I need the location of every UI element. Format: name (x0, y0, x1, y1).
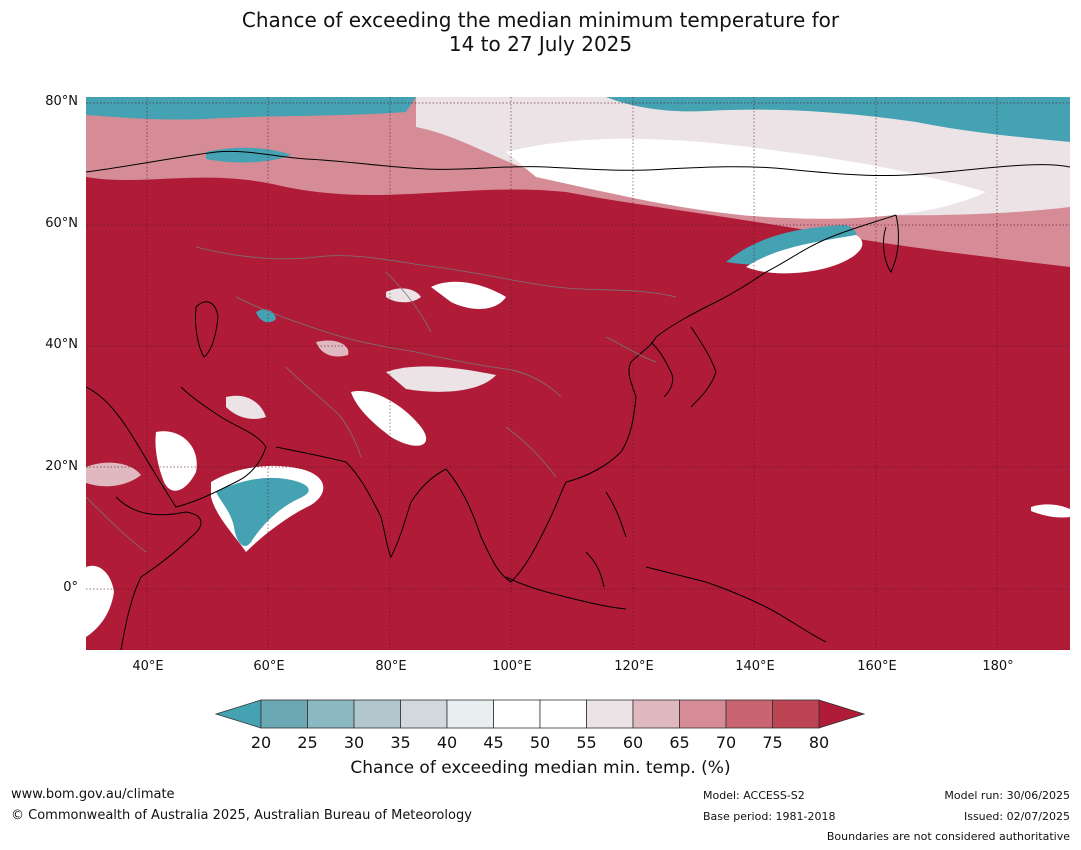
iran-white (226, 395, 266, 419)
colorbar-tick-label: 55 (576, 733, 597, 752)
title-line-1: Chance of exceeding the median minimum t… (241, 8, 840, 32)
lat-label-80n: 80°N (45, 94, 78, 109)
probability-regions (86, 97, 1070, 637)
colorbar-segment (725, 699, 773, 729)
arabia-light (86, 462, 141, 487)
lon-label-100e: 100°E (492, 659, 532, 674)
footer-copyright: © Commonwealth of Australia 2025, Austra… (11, 808, 472, 823)
graticule (86, 97, 1070, 650)
middle-east-white (155, 431, 197, 491)
footer-model: Model: ACCESS-S2 (703, 789, 805, 802)
colorbar-tick-label: 45 (483, 733, 504, 752)
colorbar-segment (539, 699, 587, 729)
lat-label-40n: 40°N (45, 337, 78, 352)
colorbar-extend-high (818, 699, 866, 729)
colorbar-tick-label: 60 (622, 733, 644, 752)
pacific-white (1031, 504, 1070, 518)
colorbar-segment (446, 699, 494, 729)
colorbar-segment (586, 699, 634, 729)
okhotsk-white (746, 235, 863, 274)
footer-disclaimer: Boundaries are not considered authoritat… (826, 830, 1070, 843)
footer-base-period: Base period: 1981-2018 (703, 810, 836, 823)
colorbar (214, 699, 866, 729)
colorbar-tick-label: 80 (808, 733, 830, 752)
footer-url: www.bom.gov.au/climate (11, 787, 175, 802)
footer-issued: Issued: 02/07/2025 (963, 810, 1070, 823)
central-asia-white-2 (386, 288, 421, 303)
tibet-white (351, 391, 427, 446)
colorbar-tick-label: 50 (529, 733, 551, 752)
pamir-light (316, 340, 349, 357)
colorbar-label: Chance of exceeding median min. temp. (%… (350, 758, 731, 778)
colorbar-segment (679, 699, 727, 729)
lon-label-140e: 140°E (735, 659, 775, 674)
lon-label-60e: 60°E (253, 659, 285, 674)
colorbar-segment (493, 699, 541, 729)
siberia-white-area (506, 138, 986, 219)
map-title: Chance of exceeding the median minimum t… (0, 8, 1081, 56)
colorbar-tick-label: 75 (762, 733, 783, 752)
lon-label-120e: 120°E (614, 659, 654, 674)
arabian-sea-cool (216, 477, 309, 547)
arctic-cool-east (606, 97, 1070, 142)
colorbar-tick-label: 20 (250, 733, 272, 752)
colorbar-tick-label: 30 (343, 733, 365, 752)
lon-label-180: 180° (982, 659, 1014, 674)
colorbar-segment (400, 699, 448, 729)
probability-map (86, 97, 1070, 650)
lat-label-0: 0° (63, 580, 78, 595)
colorbar-segment (307, 699, 355, 729)
coastlines (86, 150, 1070, 650)
colorbar-segment (260, 699, 308, 729)
colorbar-segment (632, 699, 680, 729)
east-africa-white (86, 565, 114, 637)
country-borders (86, 246, 677, 553)
colorbar-tick-label: 65 (669, 733, 690, 752)
colorbar-tick-label: 40 (436, 733, 458, 752)
colorbar-segment (353, 699, 401, 729)
lon-label-40e: 40°E (132, 659, 164, 674)
footer-model-run: Model run: 30/06/2025 (944, 789, 1070, 802)
colorbar-tick-label: 70 (715, 733, 737, 752)
lon-label-160e: 160°E (857, 659, 897, 674)
lat-label-20n: 20°N (45, 459, 78, 474)
colorbar-tick-label: 25 (297, 733, 318, 752)
lon-label-80e: 80°E (375, 659, 407, 674)
lat-label-60n: 60°N (45, 216, 78, 231)
central-asia-white-1 (431, 281, 506, 309)
tibet-light (386, 366, 496, 392)
colorbar-tick-label: 35 (390, 733, 411, 752)
colorbar-extend-low (214, 699, 262, 729)
arctic-cool-west (86, 97, 416, 120)
colorbar-segment (772, 699, 820, 729)
title-line-2: 14 to 27 July 2025 (448, 32, 633, 56)
